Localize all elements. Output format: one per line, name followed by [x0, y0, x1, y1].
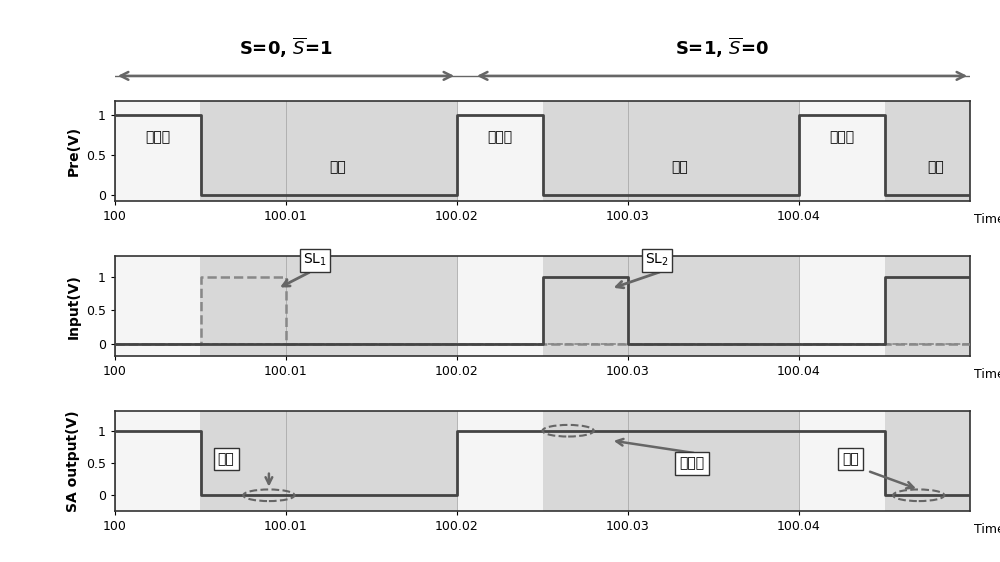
- Text: Time(μs): Time(μs): [974, 368, 1000, 382]
- Text: 预充电: 预充电: [145, 131, 170, 144]
- Text: 匹配: 匹配: [218, 452, 235, 466]
- Bar: [115, 101, 200, 201]
- Y-axis label: Pre(V): Pre(V): [66, 126, 80, 176]
- Bar: [799, 101, 885, 201]
- Text: 匹配: 匹配: [842, 452, 859, 466]
- Bar: [457, 411, 543, 511]
- Y-axis label: SA output(V): SA output(V): [66, 411, 80, 512]
- Text: 预充电: 预充电: [487, 131, 512, 144]
- Text: S=0, $\overline{S}$=1: S=0, $\overline{S}$=1: [239, 35, 333, 60]
- Text: S=1, $\overline{S}$=0: S=1, $\overline{S}$=0: [675, 35, 769, 60]
- Text: 不匹配: 不匹配: [679, 456, 704, 470]
- Text: 预充电: 预充电: [829, 131, 854, 144]
- Y-axis label: Input(V): Input(V): [66, 274, 80, 339]
- Text: Time(μs): Time(μs): [974, 523, 1000, 536]
- Bar: [799, 256, 885, 356]
- Bar: [115, 256, 200, 356]
- Text: SL$_2$: SL$_2$: [645, 252, 669, 269]
- Bar: [799, 411, 885, 511]
- Text: 搜索: 搜索: [671, 160, 688, 174]
- Text: 搜索: 搜索: [329, 160, 346, 174]
- Bar: [457, 101, 543, 201]
- Text: SL$_1$: SL$_1$: [303, 252, 327, 269]
- Bar: [457, 256, 543, 356]
- Bar: [115, 411, 200, 511]
- Text: Time(μs): Time(μs): [974, 213, 1000, 226]
- Text: 搜索: 搜索: [927, 160, 944, 174]
